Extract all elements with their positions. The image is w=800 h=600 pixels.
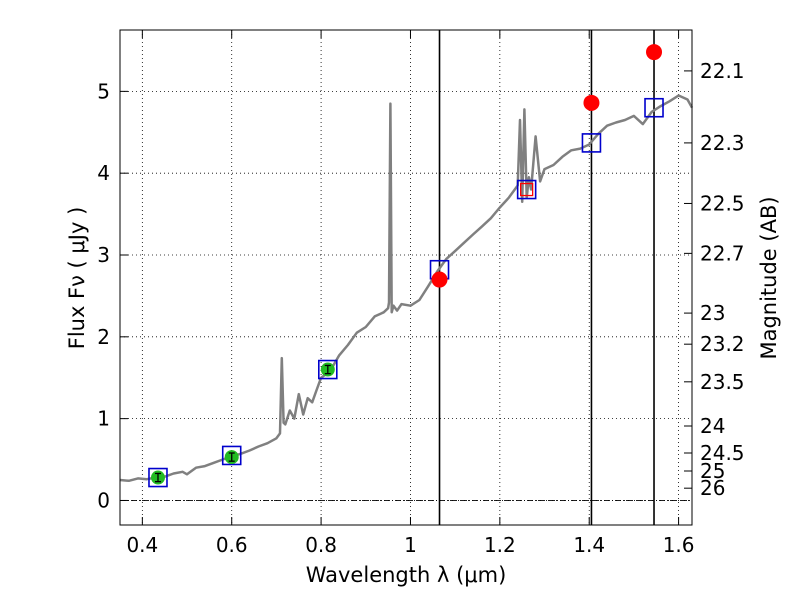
x-tick-label-3: 1 [404,533,417,557]
x-tick-label-2: 0.8 [305,533,337,557]
x-axis-ticks: 0.4 0.6 0.8 1 1.2 1.4 1.6 [126,30,695,557]
y-tick-label-2: 2 [97,325,110,349]
y-axis-ticks: 0 1 2 3 4 5 [97,79,128,512]
x-tick-label-5: 1.4 [573,533,605,557]
y2-tick-label-6: 23.5 [700,370,745,394]
spectrum-line [119,94,694,483]
plot-frame [119,29,693,526]
y2-tick-label-8: 24.5 [700,441,745,465]
vertical-marker-lines [438,30,655,525]
spectrum-series [119,94,694,483]
y2-tick-label-9: 25 [700,459,725,483]
inner-square [520,182,534,197]
y-tick-label-3: 3 [97,243,110,267]
y2-axis-label: Magnitude (AB) [757,196,781,359]
y-axis-label: Flux Fν ( μJy ) [65,207,89,350]
y-tick-label-1: 1 [97,407,110,431]
y-tick-label-0: 0 [97,488,110,512]
predicted-point-0 [431,271,448,288]
y2-tick-label-10: 26 [700,476,725,500]
model-square-0 [148,467,168,488]
model-square-2 [317,359,338,380]
x-axis-label: Wavelength λ (μm) [306,563,507,587]
model-square-6 [644,97,664,118]
predicted-point-2 [646,44,663,61]
predicted-point-1 [583,94,600,111]
y2-tick-label-5: 23.2 [700,332,745,356]
x-tick-label-4: 1.2 [484,533,516,557]
y2-tick-label-7: 24 [700,414,725,438]
y2-tick-label-2: 22.5 [700,191,745,215]
model-square-1 [221,445,242,466]
model-square-5 [581,133,602,153]
observed-points-series [150,362,335,485]
predicted-points-series [431,44,663,288]
y-tick-label-4: 4 [97,161,110,185]
y2-tick-label-0: 22.1 [700,59,745,83]
y2-tick-label-1: 22.3 [700,131,745,155]
y-tick-label-5: 5 [97,79,110,103]
model-squares-series [148,97,664,488]
grid-lines [120,30,692,525]
y2-tick-label-4: 23 [700,301,725,325]
x-tick-label-6: 1.6 [663,533,695,557]
model-square-4 [516,179,537,200]
x-tick-label-0: 0.4 [126,533,158,557]
x-tick-label-1: 0.6 [216,533,248,557]
y2-tick-label-3: 22.7 [700,241,745,265]
